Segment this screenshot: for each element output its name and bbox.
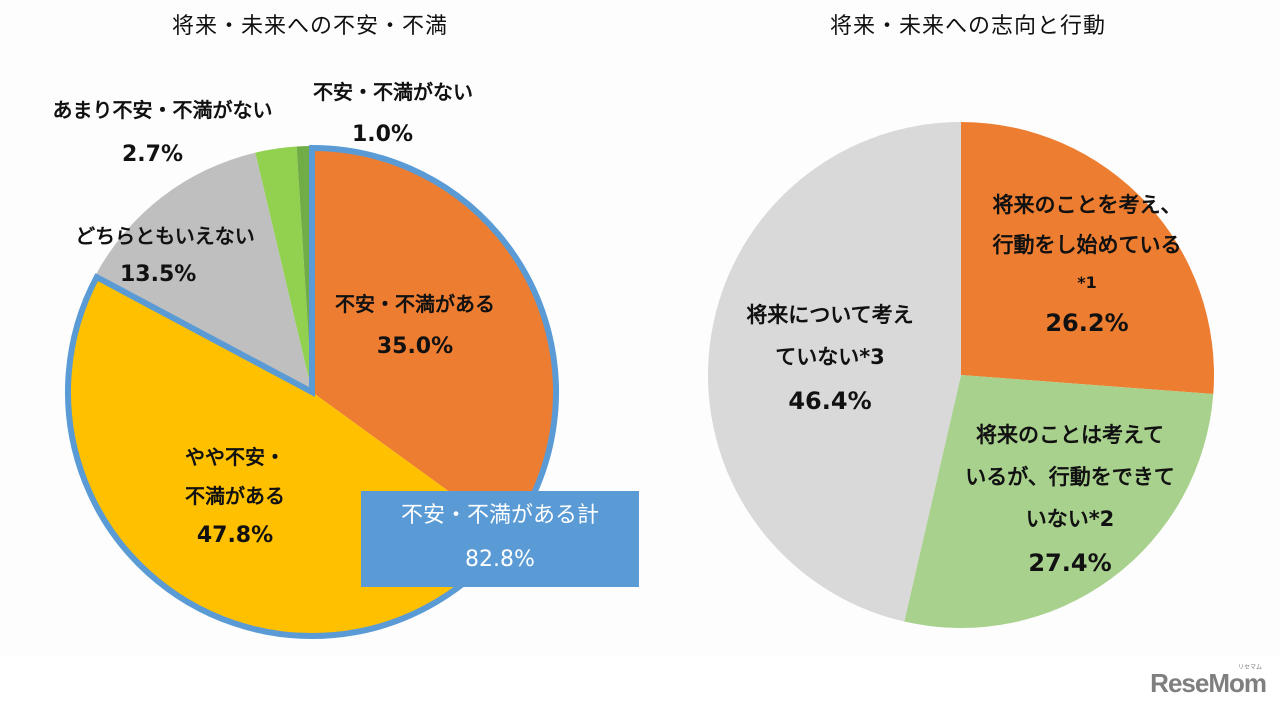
group-outline xyxy=(65,144,559,639)
label-text: 将来のことは考えて xyxy=(976,423,1164,447)
label-text: 将来のことを考え、 xyxy=(992,193,1182,217)
label-value: 2.7% xyxy=(122,142,184,167)
label-text: やや不安・ xyxy=(185,445,285,469)
total-label: 不安・不満がある計 xyxy=(400,503,599,528)
label-dochira: どちらともいえない 13.5% xyxy=(60,226,270,286)
label-value: 27.4% xyxy=(1028,549,1112,577)
label-value: 47.8% xyxy=(196,523,274,548)
left-chart-title: 将来・未来への不安・不満 xyxy=(171,14,448,39)
pie-slice xyxy=(312,146,558,537)
label-not-thinking: 将来について考え ていない*3 46.4% xyxy=(720,303,940,415)
label-value: 35.0% xyxy=(376,334,454,359)
logo-kana: リセマム xyxy=(1237,665,1262,671)
label-text: いない*2 xyxy=(1025,507,1115,531)
label-text: いるが、行動をできて xyxy=(965,465,1175,489)
total-anxiety-box: 不安・不満がある計 82.8% xyxy=(361,491,639,587)
pie-slice xyxy=(961,122,1215,395)
logo-text: ReseMom xyxy=(1150,668,1267,698)
label-nai: 不安・不満がない 1.0% xyxy=(288,82,498,146)
label-text: 行動をし始めている xyxy=(992,233,1182,257)
pie-slice xyxy=(296,146,312,392)
label-thinking: 将来のことは考えて いるが、行動をできて いない*2 27.4% xyxy=(935,423,1205,577)
label-yaya: やや不安・ 不満がある 47.8% xyxy=(150,447,320,547)
label-text: 不安・不満がない xyxy=(313,80,473,104)
resemom-logo: ReseMom リセマム xyxy=(1150,665,1267,699)
pie-slice xyxy=(904,375,1214,629)
label-text: どちらともいえない xyxy=(75,224,255,248)
label-text: ていない*3 xyxy=(775,345,885,369)
pie-slice xyxy=(255,146,312,392)
right-pie xyxy=(708,122,1215,629)
label-value: 46.4% xyxy=(788,387,872,415)
label-acting: 将来のことを考え、 行動をし始めている *1 26.2% xyxy=(962,193,1212,337)
pie-slice xyxy=(94,152,312,392)
label-value: 26.2% xyxy=(1045,309,1129,337)
label-text: 不安・不満がある xyxy=(335,292,495,316)
label-value: 13.5% xyxy=(120,262,197,287)
label-value: 1.0% xyxy=(352,122,414,147)
right-chart-title: 将来・未来への志向と行動 xyxy=(829,14,1106,39)
label-text: 将来について考え xyxy=(746,303,914,327)
footnote-marker: *1 xyxy=(1077,273,1097,292)
label-amari: あまり不安・不満がない 2.7% xyxy=(30,100,295,166)
total-value: 82.8% xyxy=(465,547,535,572)
label-text: あまり不安・不満がない xyxy=(52,98,273,122)
pie-slice xyxy=(708,122,961,622)
label-text: 不満がある xyxy=(185,484,285,508)
label-fuan-aru: 不安・不満がある 35.0% xyxy=(310,294,520,358)
